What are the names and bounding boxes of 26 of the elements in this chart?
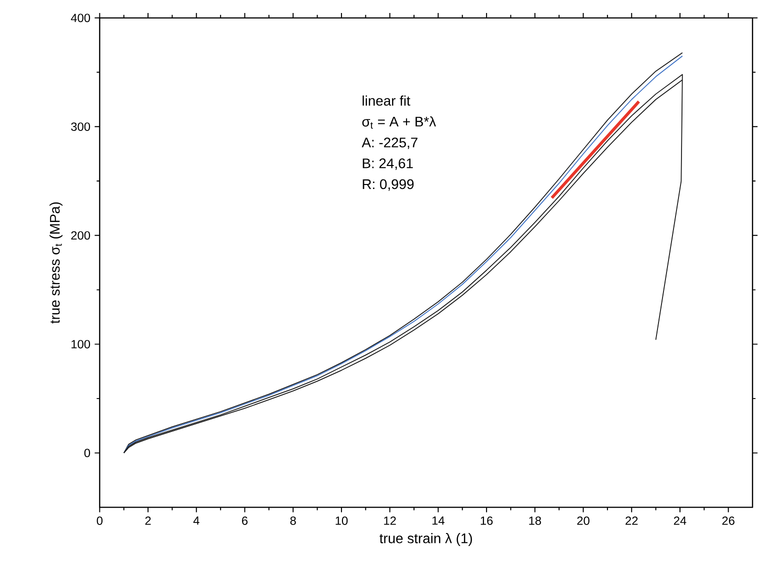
y-tick-label: 400: [70, 14, 90, 22]
x-tick-label: 12: [384, 516, 396, 525]
y-axis-title: true stress σ$_{t}$ (MPa): [50, 202, 62, 324]
x-tick-label: 16: [480, 516, 493, 525]
annotation: σ$_{t}$ = A + B*λ: [362, 116, 436, 129]
x-tick-label: 20: [577, 516, 590, 525]
x-tick-label: 8: [290, 516, 296, 525]
x-axis-title: true strain λ (1): [380, 533, 472, 546]
x-tick-label: 0: [96, 516, 103, 525]
y-tick-label: 100: [72, 340, 90, 348]
x-tick-label: 14: [432, 516, 444, 525]
x-tick-label: 22: [626, 516, 638, 525]
y-tick-label: 200: [71, 231, 90, 240]
x-tick-label: 24: [674, 516, 686, 525]
x-tick-label: 6: [242, 516, 248, 525]
x-tick-label: 18: [529, 516, 542, 525]
annotation: linear fit: [362, 95, 410, 106]
y-tick-label: 0: [84, 448, 90, 458]
annotation: A: -225,7: [362, 138, 418, 150]
annotation: B: 24,61: [362, 158, 413, 170]
x-tick-label: 2: [145, 516, 151, 525]
x-tick-label: 4: [193, 516, 200, 525]
x-tick-label: 26: [722, 516, 734, 525]
y-tick-label: 300: [71, 122, 90, 131]
x-tick-label: 10: [336, 516, 348, 525]
annotation: R: 0,999: [362, 179, 414, 191]
